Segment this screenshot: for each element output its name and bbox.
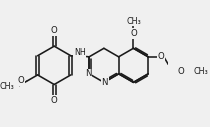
Text: N: N [101,78,108,87]
Text: O: O [130,29,137,38]
Text: O: O [51,26,58,35]
Text: CH₃: CH₃ [194,67,208,76]
Text: O: O [158,52,164,61]
Text: N: N [85,69,92,78]
Text: NH: NH [74,48,86,57]
Text: CH₃: CH₃ [126,17,141,26]
Text: O: O [18,76,24,85]
Text: CH₃: CH₃ [0,82,14,91]
Text: O: O [177,67,184,76]
Text: O: O [51,96,58,105]
